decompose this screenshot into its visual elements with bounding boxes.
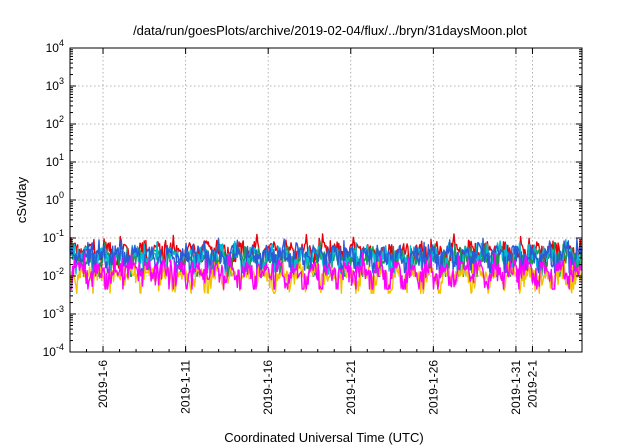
- y-axis-label: cSv/day: [14, 176, 29, 223]
- y-tick-label: 10-1: [43, 228, 64, 245]
- y-tick-label: 100: [46, 190, 64, 207]
- y-tick-label: 10-3: [43, 304, 64, 321]
- x-tick-label: 2019-1-6: [96, 360, 110, 408]
- chart-title: /data/run/goesPlots/archive/2019-02-04/f…: [133, 23, 527, 38]
- y-tick-label: 102: [46, 114, 64, 131]
- series-line: [69, 239, 583, 275]
- x-axis-label: Coordinated Universal Time (UTC): [224, 430, 423, 445]
- y-tick-label: 103: [46, 76, 64, 93]
- grid-layer: [70, 48, 582, 352]
- series-layer: [69, 233, 583, 294]
- x-tick-label: 2019-1-11: [179, 360, 193, 414]
- x-tick-label: 2019-1-31: [509, 360, 523, 415]
- x-tick-label: 2019-1-16: [261, 360, 275, 415]
- y-tick-label: 104: [46, 38, 64, 55]
- series-line: [70, 252, 583, 290]
- x-tick-label: 2019-1-21: [344, 360, 358, 415]
- y-tick-label: 10-2: [43, 266, 64, 283]
- y-axis: 10-4 10-3 10-2 10-1 100 101 102 103 104: [43, 38, 582, 359]
- y-tick-label: 101: [46, 152, 64, 169]
- y-tick-label: 10-4: [43, 342, 64, 359]
- x-tick-label: 2019-2-1: [525, 360, 539, 408]
- x-axis: 2019-1-6 2019-1-11 2019-1-16 2019-1-21 2019-…: [69, 48, 583, 415]
- x-tick-label: 2019-1-26: [426, 360, 440, 415]
